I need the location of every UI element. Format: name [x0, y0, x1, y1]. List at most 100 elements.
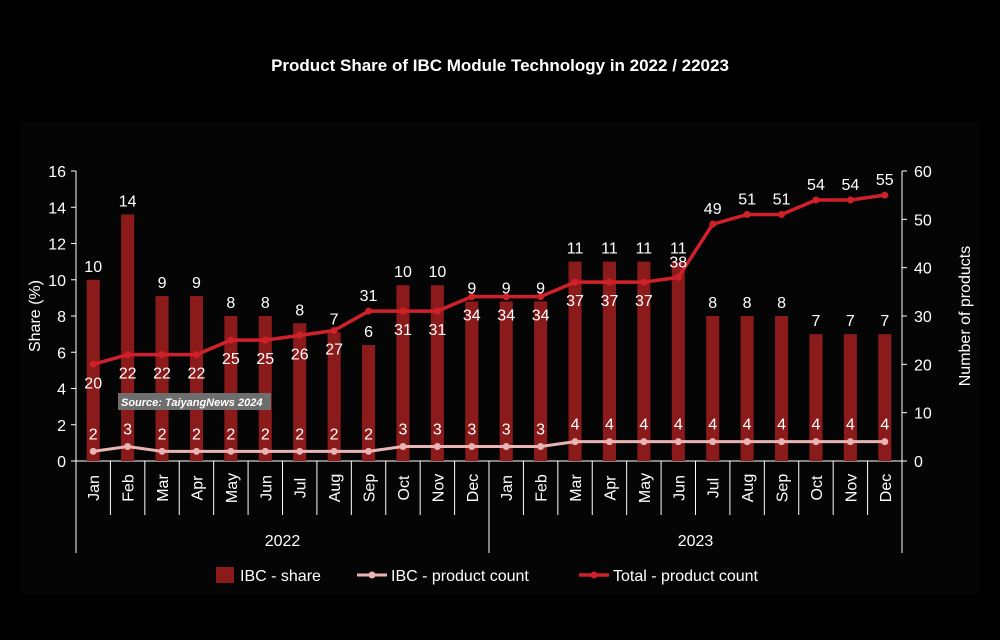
total-count-data-label: 31	[428, 322, 446, 339]
month-label: Aug	[327, 474, 344, 502]
ibc-count-data-label: 3	[536, 422, 545, 439]
share-bar	[671, 261, 685, 461]
share-bar	[499, 301, 513, 461]
right-tick-label: 0	[914, 454, 923, 471]
right-tick-label: 60	[914, 164, 932, 181]
ibc-count-data-label: 2	[364, 426, 373, 443]
total-count-data-label: 37	[566, 293, 584, 310]
ibc-count-point	[674, 438, 682, 446]
left-tick-label: 14	[48, 200, 66, 217]
month-label: Jun	[671, 475, 688, 501]
year-label: 2022	[265, 533, 301, 550]
ibc-count-point	[399, 443, 407, 450]
month-label: Nov	[430, 474, 447, 502]
ibc-count-data-label: 3	[502, 422, 511, 439]
month-label: Sep	[775, 474, 792, 503]
share-data-label: 8	[777, 295, 786, 312]
total-count-line	[92, 193, 886, 367]
ibc-count-point	[124, 443, 132, 450]
ibc-count-point	[881, 438, 889, 446]
total-count-point	[124, 351, 132, 359]
left-tick-label: 2	[57, 418, 66, 435]
share-data-label: 11	[636, 241, 653, 258]
total-count-point	[881, 191, 889, 199]
ibc-count-data-label: 2	[158, 426, 167, 443]
share-bar	[602, 261, 616, 461]
total-count-point	[743, 211, 751, 218]
ibc-count-data-label: 4	[674, 417, 683, 434]
month-label: Jul	[706, 478, 723, 498]
ibc-count-point	[296, 447, 304, 455]
total-count-point	[846, 196, 854, 204]
ibc-count-data-label: 4	[777, 417, 786, 434]
chart-title: Product Share of IBC Module Technology i…	[271, 56, 729, 75]
right-tick-label: 40	[914, 261, 932, 278]
share-data-label: 10	[394, 264, 412, 281]
ibc-count-point	[778, 438, 786, 446]
month-label: Dec	[465, 474, 482, 502]
total-count-data-label: 34	[532, 308, 550, 325]
share-bar	[809, 334, 823, 461]
total-count-data-label: 22	[153, 366, 171, 383]
total-count-data-label: 26	[291, 346, 309, 363]
ibc-count-data-label: 3	[467, 422, 476, 439]
month-label: Feb	[121, 474, 138, 502]
total-count-point	[227, 336, 235, 344]
ibc-count-point	[846, 438, 854, 446]
share-data-label: 8	[295, 302, 304, 319]
share-data-label: 7	[846, 313, 855, 330]
legend-label-share: IBC - share	[240, 568, 321, 585]
share-data-label: 9	[467, 281, 476, 298]
month-label: May	[637, 473, 654, 503]
ibc-count-data-label: 4	[708, 417, 717, 434]
total-count-point	[674, 273, 682, 281]
share-data-label: 11	[670, 241, 687, 258]
total-count-data-label: 55	[876, 172, 894, 189]
ibc-count-point	[365, 447, 373, 455]
total-count-point	[468, 293, 476, 301]
share-bar	[534, 301, 548, 461]
share-bar	[396, 285, 410, 461]
ibc-count-point	[89, 447, 97, 455]
share-bar	[86, 279, 100, 461]
legend-swatch-share	[216, 567, 234, 583]
ibc-count-line	[92, 440, 885, 453]
ibc-count-point	[330, 447, 338, 455]
total-count-data-label: 37	[601, 293, 619, 310]
total-count-data-label: 31	[360, 288, 378, 305]
share-data-label: 8	[708, 295, 717, 312]
ibc-count-data-label: 3	[123, 422, 132, 439]
left-tick-label: 12	[48, 237, 66, 254]
y-axis-title: Share (%)	[27, 280, 44, 352]
right-tick-label: 20	[914, 357, 932, 374]
ibc-count-data-label: 2	[330, 426, 339, 443]
month-label: Dec	[878, 474, 895, 502]
share-bar	[430, 285, 444, 461]
right-tick-label: 10	[914, 406, 932, 423]
ibc-count-point	[537, 443, 545, 450]
left-tick-label: 10	[48, 273, 66, 290]
share-data-label: 9	[158, 275, 167, 292]
ibc-count-data-label: 2	[89, 426, 98, 443]
ibc-count-point	[812, 438, 820, 446]
total-count-data-label: 34	[463, 308, 481, 325]
total-count-point	[709, 220, 717, 228]
share-data-label: 14	[119, 194, 137, 211]
share-data-label: 10	[428, 264, 446, 281]
total-count-point	[778, 211, 786, 218]
total-count-data-label: 54	[841, 177, 859, 194]
total-count-data-label: 38	[669, 254, 687, 271]
right-tick-label: 30	[914, 309, 932, 326]
total-count-point	[433, 307, 441, 315]
total-count-point	[158, 351, 166, 359]
month-label: Jan	[499, 475, 516, 501]
share-data-label: 9	[192, 275, 201, 292]
ibc-count-data-label: 4	[846, 417, 855, 434]
legend-marker-ibc-count	[368, 571, 376, 579]
total-count-data-label: 27	[325, 342, 343, 359]
ibc-count-data-label: 2	[295, 426, 304, 443]
total-count-data-label: 51	[738, 192, 756, 209]
share-data-label: 7	[812, 313, 821, 330]
total-count-data-label: 22	[188, 366, 206, 383]
total-count-point	[605, 278, 613, 286]
